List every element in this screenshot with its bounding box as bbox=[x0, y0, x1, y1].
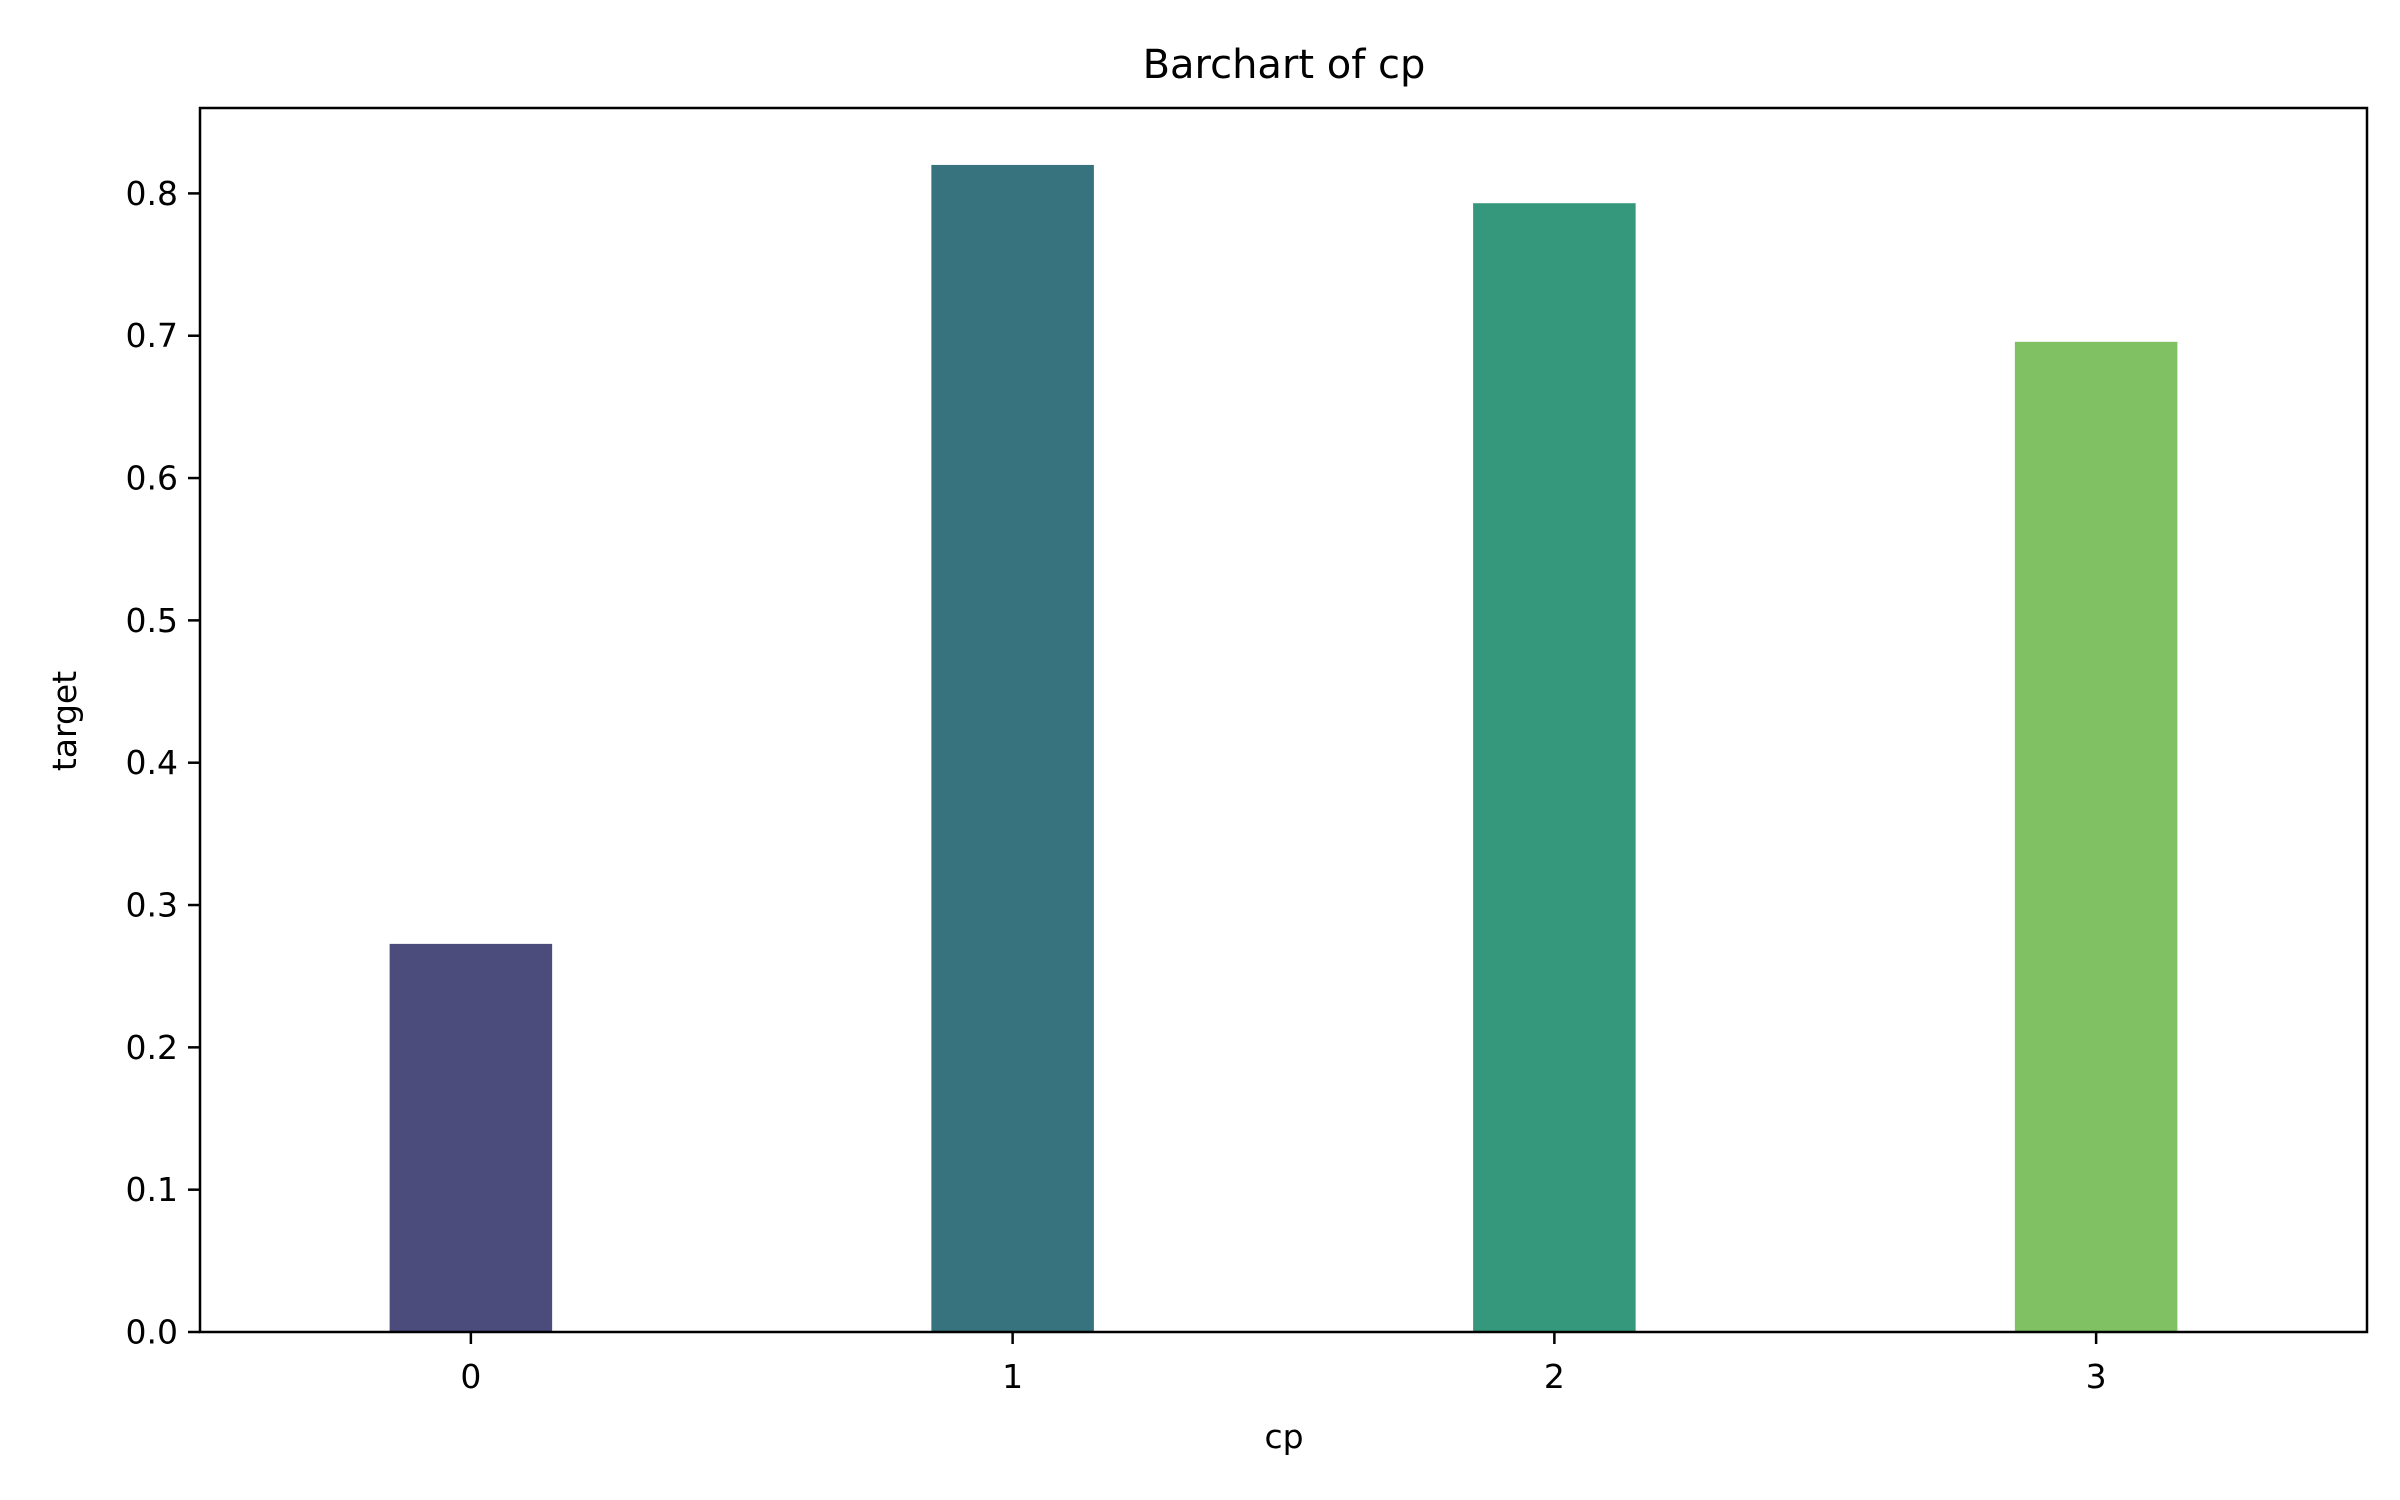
y-tick-label: 0.0 bbox=[126, 1313, 178, 1352]
bar-cp-3 bbox=[2014, 341, 2178, 1332]
y-tick-label: 0.4 bbox=[126, 743, 178, 782]
x-axis-ticks: 0 1 2 3 bbox=[460, 1332, 2107, 1396]
y-tick-label: 0.5 bbox=[126, 601, 178, 640]
chart-title: Barchart of cp bbox=[1143, 42, 1426, 88]
x-axis-title: cp bbox=[1264, 1417, 1303, 1456]
bar-cp-1 bbox=[931, 164, 1094, 1333]
plot-frame bbox=[198, 106, 2369, 1334]
y-tick-label: 0.8 bbox=[126, 174, 178, 213]
bars-group bbox=[389, 164, 2178, 1333]
y-tick-label: 0.1 bbox=[126, 1170, 178, 1209]
x-tick-label: 2 bbox=[1544, 1357, 1565, 1396]
bar-cp-0 bbox=[389, 943, 553, 1332]
y-tick-label: 0.7 bbox=[126, 316, 178, 355]
y-tick-label: 0.2 bbox=[126, 1028, 178, 1067]
y-axis-ticks: 0.0 0.1 0.2 0.3 0.4 0.5 0.6 0.7 0.8 bbox=[126, 174, 200, 1352]
y-tick-label: 0.3 bbox=[126, 886, 178, 925]
bar-cp-2 bbox=[1473, 203, 1636, 1332]
x-tick-label: 3 bbox=[2086, 1357, 2107, 1396]
x-tick-label: 1 bbox=[1002, 1357, 1023, 1396]
y-axis-title: target bbox=[45, 671, 84, 771]
x-tick-label: 0 bbox=[460, 1357, 481, 1396]
y-tick-label: 0.6 bbox=[126, 459, 178, 498]
